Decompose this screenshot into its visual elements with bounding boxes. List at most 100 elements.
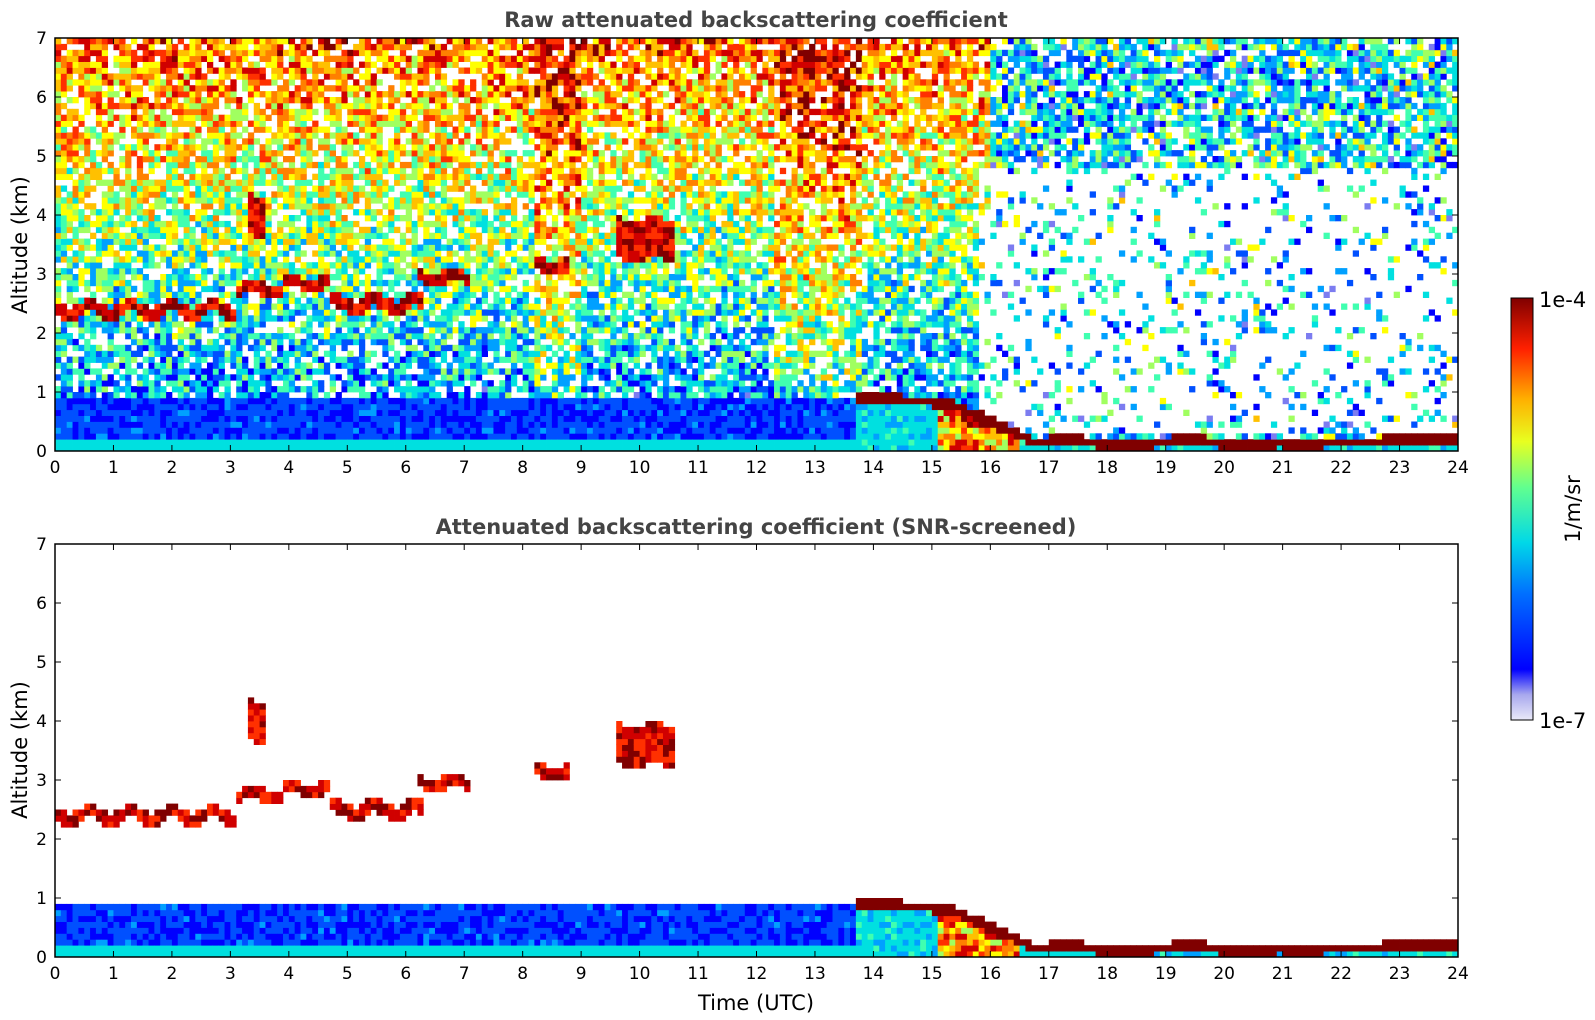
heatmap-cell <box>376 79 383 86</box>
heatmap-cell <box>318 338 325 346</box>
heatmap-cell <box>551 439 559 446</box>
heatmap-cell <box>171 167 179 175</box>
heatmap-cell <box>277 179 284 186</box>
heatmap-cell <box>358 356 366 363</box>
heatmap-cell <box>306 79 313 86</box>
heatmap-cell <box>429 167 436 175</box>
heatmap-cell <box>189 321 196 328</box>
heatmap-cell <box>364 439 372 446</box>
heatmap-cell <box>218 297 225 304</box>
heatmap-cell <box>446 61 453 68</box>
heatmap-cell <box>551 409 559 416</box>
heatmap-cell <box>546 232 553 239</box>
heatmap-cell <box>557 344 564 352</box>
heatmap-cell <box>417 268 424 275</box>
heatmap-cell <box>505 238 512 245</box>
heatmap-cell <box>557 102 564 110</box>
heatmap-cell <box>166 73 173 80</box>
heatmap-cell <box>388 144 395 151</box>
heatmap-cell <box>411 156 418 163</box>
heatmap-cell <box>405 315 412 322</box>
heatmap-cell <box>218 73 225 80</box>
heatmap-cell <box>405 91 412 98</box>
heatmap-cell <box>171 220 179 228</box>
heatmap-cell <box>475 238 483 245</box>
heatmap-cell <box>236 392 243 399</box>
heatmap-cell <box>171 97 179 104</box>
heatmap-cell <box>218 421 225 428</box>
heatmap-cell <box>440 85 448 92</box>
heatmap-cell <box>84 150 91 157</box>
heatmap-cell <box>195 338 202 346</box>
heatmap-cell <box>253 220 261 228</box>
heatmap-cell <box>353 303 360 310</box>
heatmap-cell <box>464 173 471 180</box>
heatmap-cell <box>335 303 342 310</box>
heatmap-cell <box>282 232 290 239</box>
heatmap-cell <box>323 215 331 222</box>
heatmap-cell <box>95 321 103 328</box>
heatmap-cell <box>218 439 225 446</box>
heatmap-cell <box>72 197 79 204</box>
heatmap-cell <box>90 279 97 287</box>
heatmap-cell <box>452 291 459 298</box>
heatmap-cell <box>148 150 155 157</box>
heatmap-cell <box>546 427 553 434</box>
heatmap-cell <box>107 327 114 334</box>
heatmap-cell <box>142 439 149 446</box>
heatmap-cell <box>464 226 471 234</box>
heatmap-cell <box>230 439 237 446</box>
heatmap-cell <box>458 421 465 428</box>
heatmap-cell <box>142 356 149 363</box>
heatmap-cell <box>265 156 272 163</box>
heatmap-cell <box>434 268 442 275</box>
heatmap-cell <box>78 374 85 381</box>
heatmap-cell <box>253 368 261 375</box>
heatmap-cell <box>72 55 79 62</box>
heatmap-cell <box>125 409 132 416</box>
heatmap-cell <box>55 285 62 293</box>
heatmap-cell <box>405 238 412 245</box>
heatmap-cell <box>551 268 559 275</box>
heatmap-cell <box>487 433 494 440</box>
heatmap-cell <box>60 61 68 68</box>
heatmap-cell <box>55 397 62 405</box>
heatmap-cell <box>335 120 342 127</box>
heatmap-cell <box>364 108 372 116</box>
heatmap-cell <box>510 114 518 121</box>
heatmap-cell <box>394 368 401 375</box>
heatmap-cell <box>341 274 348 281</box>
heatmap-cell <box>312 61 319 68</box>
heatmap-cell <box>72 144 79 151</box>
heatmap-cell <box>329 262 336 269</box>
heatmap-cell <box>510 409 518 416</box>
heatmap-cell <box>95 380 103 387</box>
heatmap-cell <box>364 291 372 298</box>
heatmap-cell <box>177 274 185 281</box>
heatmap-cell <box>405 321 412 328</box>
heatmap-cell <box>505 427 512 434</box>
heatmap-cell <box>382 43 389 51</box>
heatmap-cell <box>119 415 126 422</box>
heatmap-cell <box>411 161 418 169</box>
heatmap-cell <box>259 244 266 251</box>
heatmap-cell <box>177 297 185 304</box>
heatmap-cell <box>294 126 301 133</box>
heatmap-cell <box>90 427 97 434</box>
heatmap-cell <box>370 250 377 257</box>
heatmap-cell <box>271 427 278 434</box>
heatmap-cell <box>154 338 161 346</box>
heatmap-cell <box>201 144 208 151</box>
heatmap-cell <box>353 380 360 387</box>
heatmap-cell <box>66 279 73 287</box>
heatmap-cell <box>119 232 126 239</box>
heatmap-cell <box>271 97 278 104</box>
heatmap-cell <box>347 49 354 57</box>
heatmap-cell <box>323 126 331 133</box>
heatmap-cell <box>218 321 225 328</box>
heatmap-cell <box>546 397 553 405</box>
heatmap-cell <box>394 421 401 428</box>
heatmap-cell <box>125 203 132 210</box>
heatmap-cell <box>72 274 79 281</box>
heatmap-cell <box>557 433 564 440</box>
